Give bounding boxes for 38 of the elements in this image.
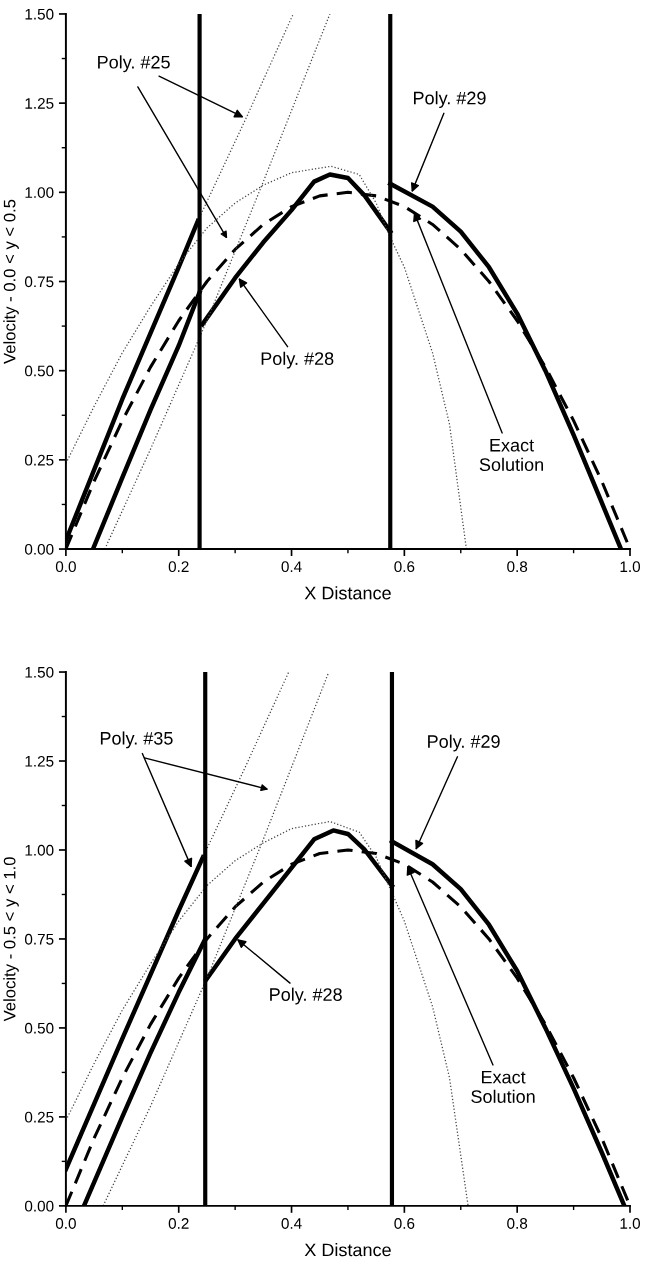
x-axis-title: X Distance [304, 586, 391, 600]
x-tick-label: 1.0 [620, 1218, 641, 1229]
x-tick-label: 0.6 [394, 1218, 415, 1229]
y-tick-label: 1.50 [25, 666, 54, 678]
y-tick-label: 0.50 [24, 1022, 54, 1034]
y-tick-label: 0.00 [24, 543, 54, 555]
annotation: Poly. #28 [270, 987, 342, 1005]
annotation: Poly. #29 [414, 91, 486, 108]
x-tick-label: 0.2 [168, 561, 189, 573]
x-tick-label: 0.0 [55, 561, 76, 573]
x-tick-label: 0.8 [507, 561, 528, 573]
annotation: Poly. #25 [98, 55, 170, 73]
x-tick-label: 0.2 [168, 1218, 189, 1229]
annotation: Exact Solution [471, 1070, 535, 1103]
annotation: Poly. #35 [100, 731, 173, 749]
x-tick-label: 0.6 [394, 561, 415, 573]
x-tick-label: 0.4 [281, 561, 302, 573]
y-tick-label: 1.25 [25, 755, 54, 767]
y-axis-title: Velocity - 0.0 < y < 0.5 [3, 199, 19, 364]
annotation: Exact Solution [479, 439, 543, 472]
y-tick-label: 1.25 [25, 98, 54, 109]
x-tick-label: 1.0 [620, 561, 641, 573]
x-axis-title: X Distance [304, 1243, 391, 1257]
y-tick-label: 0.75 [24, 276, 54, 288]
x-tick-label: 0.0 [55, 1218, 76, 1229]
y-tick-label: 0.00 [24, 1200, 54, 1212]
y-tick-label: 0.25 [24, 454, 54, 466]
annotation: Poly. #29 [428, 734, 500, 752]
x-tick-label: 0.4 [281, 1218, 302, 1229]
y-tick-label: 1.50 [25, 8, 54, 20]
x-tick-label: 0.8 [507, 1218, 528, 1229]
annotation: Poly. #28 [261, 351, 334, 369]
y-tick-label: 0.50 [24, 365, 54, 377]
y-tick-label: 0.25 [24, 1111, 54, 1123]
y-tick-label: 0.75 [24, 933, 54, 945]
y-axis-title: Velocity - 0.5 < y < 1.0 [3, 857, 19, 1022]
y-tick-label: 1.00 [25, 187, 54, 198]
y-tick-label: 1.00 [25, 844, 54, 856]
